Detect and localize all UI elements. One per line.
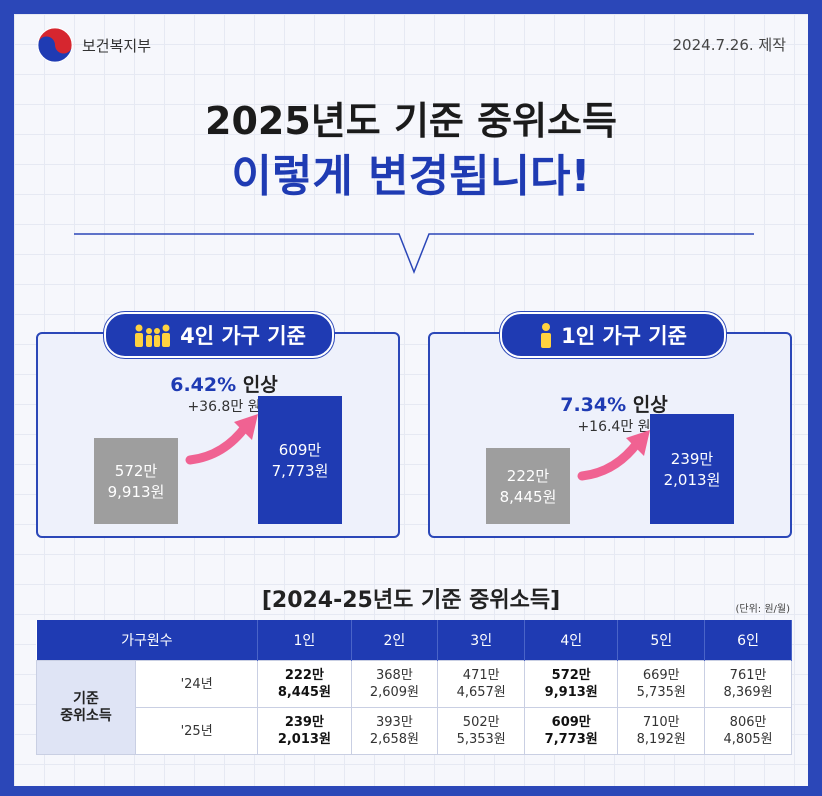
cell-line: 2,658원 [369, 732, 419, 747]
row-label-line: 중위소득 [60, 707, 112, 724]
four-person-bar-2024-label2: 9,913원 [107, 483, 165, 501]
four-person-increase-suffix: 인상 [242, 374, 278, 396]
cell-line: 5,735원 [636, 685, 686, 700]
median-income-table: 가구원수 1인 2인 3인 4인 5인 6인 기준 중위소득 '24년 222만 8,4… [36, 620, 792, 755]
header-col-6: 6인 [704, 620, 792, 661]
four-person-bar-2024: 572만 9,913원 [94, 438, 178, 524]
cell-line: 368만 [376, 668, 413, 683]
cell-line: 7,773원 [544, 732, 598, 747]
taegeuk-logo-icon [37, 27, 73, 63]
title-line1: 2025년도 기준 중위소득 [205, 99, 617, 143]
table-cell: 572만 9,913원 [524, 660, 619, 708]
infographic-card: 보건복지부 2024.7.26. 제작 2025년도 기준 중위소득 이렇게 변… [14, 14, 808, 786]
cell-line: 393만 [376, 715, 413, 730]
one-person-pill: 1인 가구 기준 [500, 312, 726, 358]
four-person-arrow [185, 414, 258, 465]
table-title: [2024-25년도 기준 중위소득] [261, 588, 561, 613]
one-person-bar-2025-label2: 2,013원 [663, 471, 721, 489]
one-person-increase-suffix: 인상 [632, 394, 668, 416]
one-person-bar-2025: 239만 2,013원 [650, 414, 734, 524]
table-cell: 239만 2,013원 [257, 707, 352, 755]
cell-line: 8,369원 [723, 685, 773, 700]
cell-line: 761만 [729, 668, 767, 683]
four-person-bar-2024-label1: 572만 [114, 462, 158, 480]
cell-line: 9,913원 [544, 685, 598, 700]
cell-line: 806만 [729, 715, 767, 730]
four-person-delta: +36.8만 원 [187, 399, 261, 415]
table-cell: 609만 7,773원 [524, 707, 619, 755]
one-person-increase-value: 7.34% [560, 394, 627, 416]
four-person-bar-2025: 609만 7,773원 [258, 396, 342, 524]
header-col-2: 2인 [351, 620, 439, 661]
cell-line: 8,445원 [277, 685, 331, 700]
org-name: 보건복지부 [82, 36, 152, 55]
family-icon [135, 324, 171, 347]
table-row: 기준 중위소득 '24년 222만 8,445원 368만 2,609원 471만 4,657원… [36, 660, 792, 755]
cell-line: 2,013원 [277, 732, 331, 747]
table-cell: 222만 8,445원 [257, 660, 352, 708]
table-cell: 761만 8,369원 [704, 660, 792, 708]
cell-line: 669만 [642, 668, 680, 683]
cell-line: 222만 [284, 668, 324, 683]
four-person-increase-value: 6.42% [170, 374, 237, 396]
cell-line: 471만 [462, 668, 500, 683]
table-cell: 806만 4,805원 [704, 707, 792, 755]
table-cell: 710만 8,192원 [617, 707, 706, 755]
cell-line: 2,609원 [369, 685, 419, 700]
cell-line: 5,353원 [456, 732, 506, 747]
person-icon [541, 323, 552, 348]
four-person-pill: 4인 가구 기준 [104, 312, 334, 358]
one-person-bar-2024-label2: 8,445원 [499, 488, 557, 506]
table-cell: 669만 5,735원 [617, 660, 706, 708]
table-cell: 393만 2,658원 [350, 707, 439, 755]
one-person-arrow [577, 430, 650, 481]
table-cell: 368만 2,609원 [350, 660, 439, 708]
header-col-1: 1인 [257, 620, 352, 661]
title-line2: 이렇게 변경됩니다! [231, 151, 591, 202]
ministry-logo: 보건복지부 [36, 26, 151, 64]
cell-line: 609만 [551, 715, 591, 730]
table-cell: 471만 4,657원 [437, 660, 526, 708]
four-person-bar-2025-label2: 7,773원 [271, 462, 329, 480]
four-person-title: 4인 가구 기준 [180, 324, 306, 348]
header-col-4: 4인 [524, 620, 619, 661]
header-col-5: 5인 [617, 620, 706, 661]
one-person-bar-2024-label1: 222만 [506, 467, 550, 485]
cell-line: 239만 [284, 715, 324, 730]
cell-line: 8,192원 [636, 732, 686, 747]
creation-date: 2024.7.26. 제작 [672, 36, 786, 54]
row-year: '25년 [134, 707, 259, 755]
cell-line: 4,805원 [723, 732, 773, 747]
one-person-title: 1인 가구 기준 [561, 324, 687, 348]
cell-line: 572만 [551, 668, 591, 683]
one-person-increase: 7.34% 인상 [514, 390, 714, 417]
cell-line: 710만 [642, 715, 680, 730]
table-unit: (단위: 원/월) [735, 604, 790, 615]
table-row: '25년 239만 2,013원 393만 2,658원 502만 5,353원 609만 7,… [37, 707, 792, 755]
cell-line: 4,657원 [456, 685, 506, 700]
row-label-line: 기준 [73, 690, 99, 707]
cell-line: 502만 [462, 715, 500, 730]
title-divider [74, 233, 754, 275]
header-col-3: 3인 [437, 620, 526, 661]
row-label-median-income: 기준 중위소득 [36, 660, 136, 755]
table-cell: 502만 5,353원 [437, 707, 526, 755]
row-year: '24년 [134, 660, 259, 708]
four-person-increase: 6.42% 인상 [124, 370, 324, 397]
one-person-bar-2025-label1: 239만 [670, 450, 714, 468]
header-household-size: 가구원수 [36, 620, 259, 661]
one-person-delta: +16.4만 원 [577, 419, 651, 435]
four-person-bar-2025-label1: 609만 [278, 441, 322, 459]
table-header-row: 가구원수 1인 2인 3인 4인 5인 6인 [36, 620, 792, 661]
table-body: 기준 중위소득 '24년 222만 8,445원 368만 2,609원 471만 4,657원… [36, 660, 792, 755]
one-person-bar-2024: 222만 8,445원 [486, 448, 570, 524]
